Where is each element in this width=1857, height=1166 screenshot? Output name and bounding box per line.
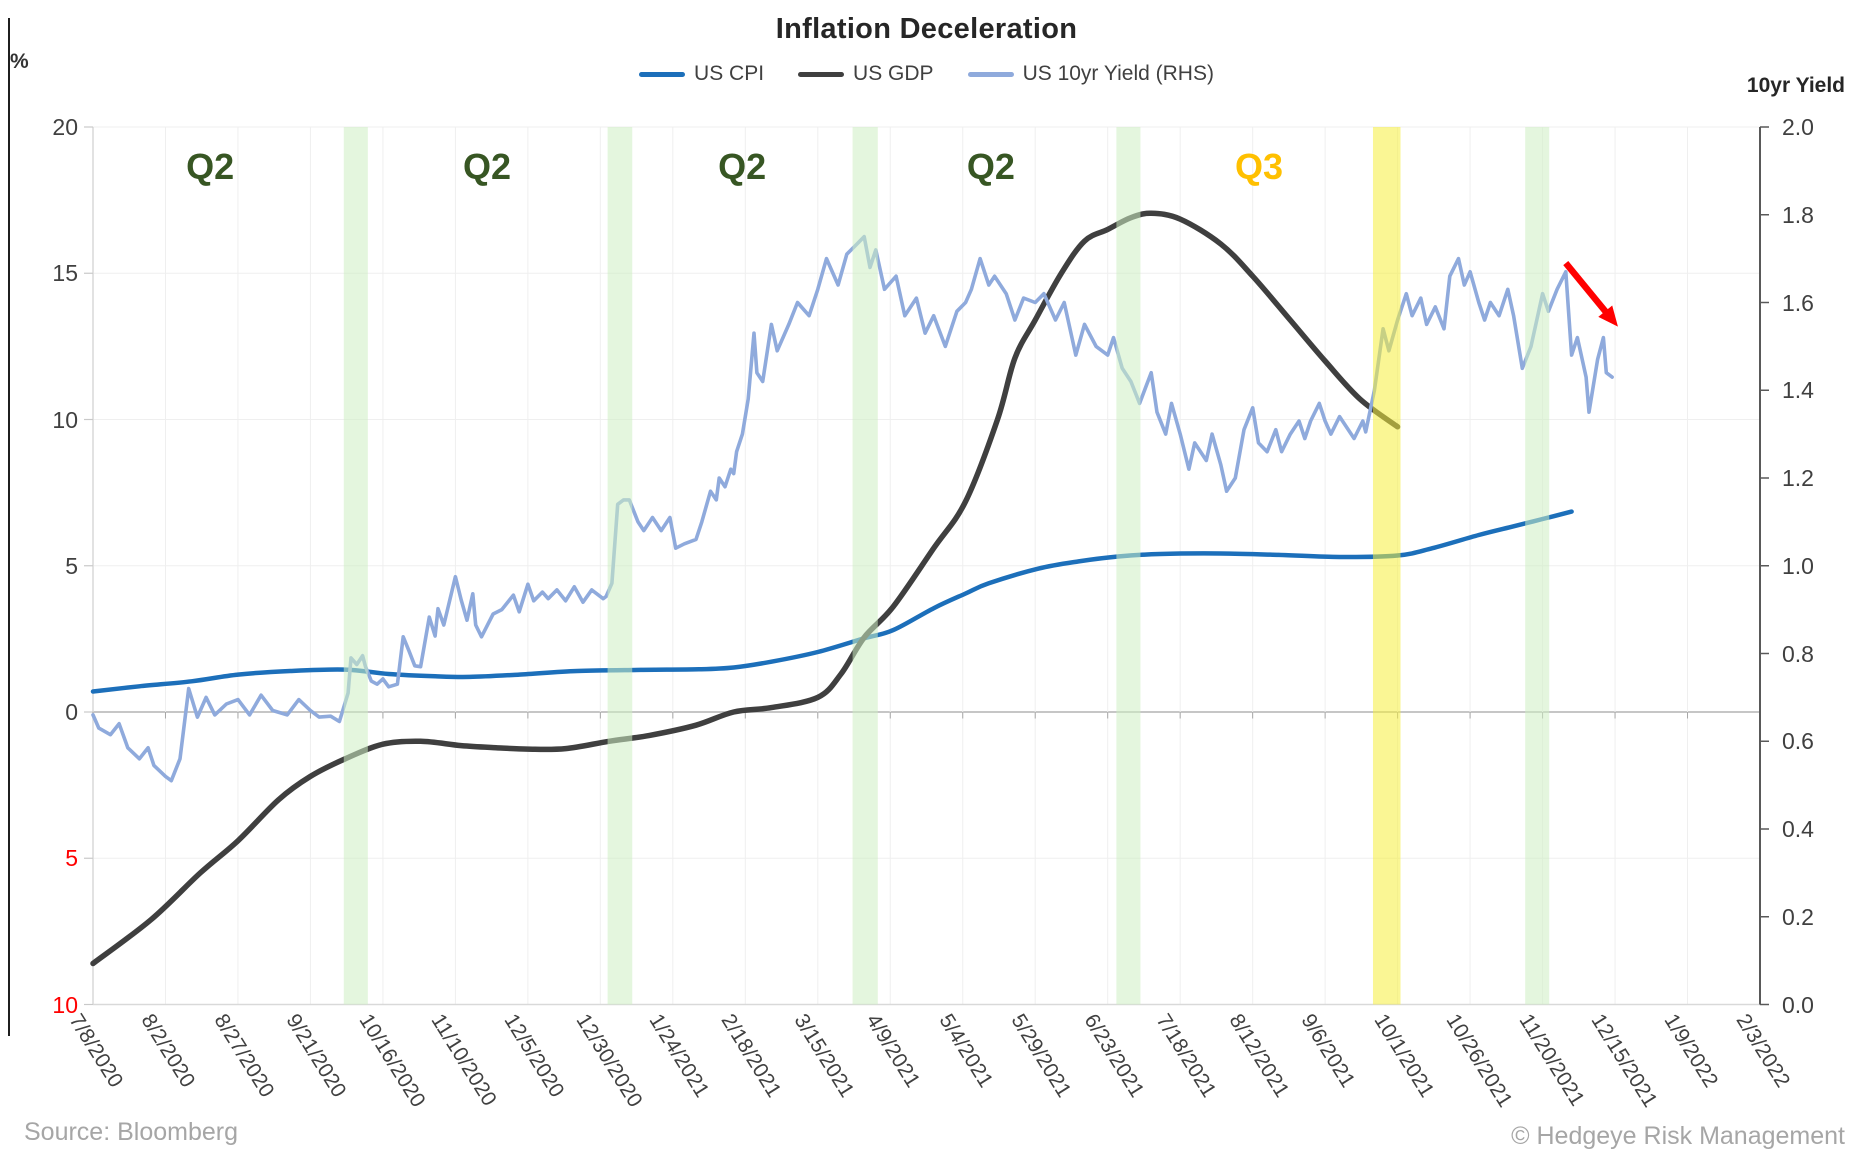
- right-axis-tick-label: 0.4: [1782, 816, 1814, 842]
- chart-title: Inflation Deceleration: [775, 13, 1078, 45]
- quarter-annotation: Q3: [1235, 146, 1284, 187]
- highlight-band: [1116, 127, 1141, 1005]
- right-axis-tick-label: 1.4: [1782, 377, 1814, 404]
- highlight-band: [852, 127, 878, 1005]
- us-gdp-line-swatch-icon: [798, 71, 845, 77]
- highlight-band: [607, 127, 633, 1005]
- us-10yr-yield-line-swatch-icon: [967, 71, 1014, 77]
- left-axis-tick-label: 5: [65, 552, 78, 579]
- quarter-annotation: Q2: [186, 146, 235, 187]
- legend-label-us-10yr-yield: US 10yr Yield (RHS): [1022, 62, 1214, 85]
- series-line-us-cpi: [90, 509, 1574, 694]
- right-axis-tick-label: 0.8: [1782, 640, 1814, 667]
- trend-arrow-head-icon: [1598, 305, 1618, 327]
- left-axis-tick-label: 5: [65, 845, 78, 872]
- highlight-band: [1372, 127, 1401, 1005]
- right-axis-tick-label: 1.2: [1782, 465, 1814, 491]
- right-axis-tick-label: 1.8: [1782, 201, 1814, 228]
- highlight-band: [343, 127, 368, 1005]
- quarter-annotation: Q2: [718, 146, 767, 187]
- left-axis-tick-label: 10: [52, 406, 78, 433]
- left-axis-unit-label: %: [10, 50, 29, 73]
- highlight-band: [1525, 127, 1550, 1005]
- legend-item-us-10yr-yield: US 10yr Yield (RHS): [967, 62, 1214, 86]
- left-axis-tick-label: 0: [65, 699, 78, 725]
- copyright-note: © Hedgeye Risk Management: [1511, 1122, 1845, 1150]
- legend-item-us-gdp: US GDP: [798, 62, 934, 86]
- window-left-border: [8, 18, 10, 1036]
- quarter-annotation: Q2: [462, 146, 511, 187]
- legend-label-us-gdp: US GDP: [853, 62, 934, 85]
- legend: US CPI US GDP US 10yr Yield (RHS): [93, 62, 1760, 86]
- quarter-annotation: Q2: [966, 146, 1015, 187]
- left-axis-tick-label: 20: [52, 114, 78, 140]
- right-axis-tick-label: 2.0: [1782, 114, 1814, 140]
- right-axis-tick-label: 0.0: [1782, 991, 1814, 1018]
- right-axis-title: 10yr Yield: [1746, 74, 1845, 97]
- right-axis-tick-label: 1.0: [1782, 552, 1814, 579]
- legend-label-us-cpi: US CPI: [694, 62, 765, 85]
- trend-arrow: [1563, 260, 1612, 318]
- right-axis-tick-label: 1.6: [1782, 289, 1814, 316]
- left-axis-tick-label: 10: [52, 991, 78, 1018]
- source-note: Source: Bloomberg: [24, 1118, 239, 1146]
- legend-item-us-cpi: US CPI: [639, 62, 764, 86]
- right-axis-tick-label: 0.2: [1782, 903, 1814, 930]
- us-cpi-line-swatch-icon: [639, 71, 686, 77]
- left-axis-tick-label: 15: [52, 260, 78, 287]
- right-axis-tick-label: 0.6: [1782, 728, 1814, 755]
